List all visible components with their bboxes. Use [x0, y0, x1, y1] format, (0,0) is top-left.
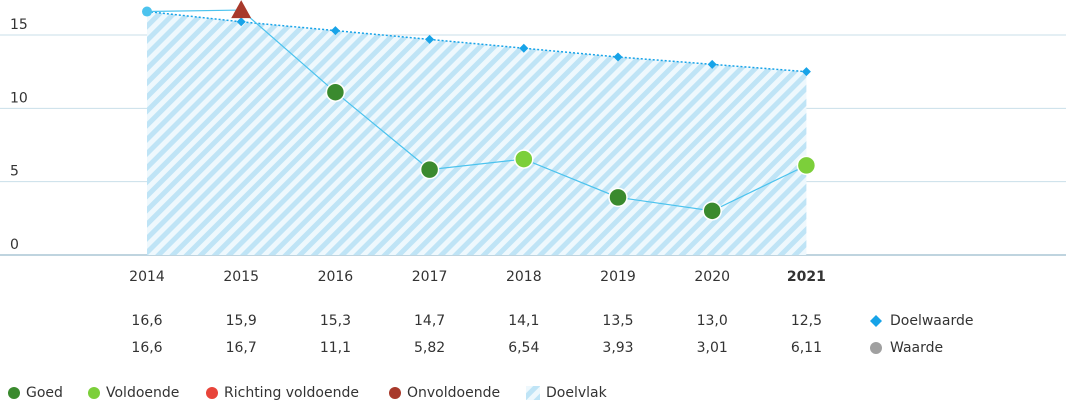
table-value: 6,54	[508, 340, 539, 356]
table-value: 16,6	[131, 313, 162, 329]
value-marker	[796, 155, 817, 176]
table-value: 13,0	[697, 313, 728, 329]
legend-label: Doelwaarde	[890, 313, 973, 329]
value-marker	[514, 149, 534, 169]
table-value: 3,93	[602, 340, 633, 356]
series-line	[146, 9, 807, 212]
x-tick-label: 2018	[506, 269, 542, 285]
y-tick-label: 15	[10, 17, 28, 33]
value-marker	[231, 0, 252, 19]
legend-marker	[526, 386, 540, 400]
x-tick-label: 2020	[694, 269, 730, 285]
legend-label: Voldoende	[106, 385, 179, 401]
legend-label: Onvoldoende	[407, 385, 500, 401]
legend-marker	[389, 387, 401, 399]
target-marker	[236, 17, 246, 27]
legend-label: Waarde	[890, 340, 943, 356]
table-value: 13,5	[602, 313, 633, 329]
x-tick-label: 2016	[318, 269, 354, 285]
x-tick-label: 2017	[412, 269, 448, 285]
table-value: 15,3	[320, 313, 351, 329]
table-value: 12,5	[791, 313, 822, 329]
x-tick-label: 2019	[600, 269, 636, 285]
x-tick-label: 2015	[223, 269, 259, 285]
legend-marker	[8, 387, 20, 399]
legend-marker	[870, 342, 882, 354]
target-marker	[707, 59, 717, 69]
table-value: 16,6	[131, 340, 162, 356]
table-value: 14,7	[414, 313, 445, 329]
table-value: 16,7	[226, 340, 257, 356]
x-tick-label: 2021	[787, 269, 826, 285]
table-value: 14,1	[508, 313, 539, 329]
target-marker	[519, 43, 529, 53]
table-value: 6,11	[791, 340, 822, 356]
table-value: 11,1	[320, 340, 351, 356]
legend-label: Richting voldoende	[224, 385, 359, 401]
value-marker	[608, 187, 628, 208]
target-marker	[330, 26, 340, 36]
value-marker	[142, 6, 152, 17]
legend-marker	[206, 387, 218, 399]
y-tick-label: 5	[10, 164, 19, 180]
legend-label: Doelvlak	[546, 385, 608, 401]
value-marker	[325, 82, 346, 102]
legend-marker	[870, 315, 882, 327]
target-marker	[613, 52, 623, 62]
value-marker	[702, 201, 722, 221]
legend-label: Goed	[26, 385, 63, 401]
legend-marker	[88, 387, 100, 399]
table-value: 15,9	[226, 313, 257, 329]
value-marker	[419, 159, 440, 180]
table-value: 5,82	[414, 340, 445, 356]
y-tick-label: 0	[10, 237, 19, 253]
target-marker	[801, 67, 811, 77]
x-tick-label: 2014	[129, 269, 165, 285]
table-value: 3,01	[697, 340, 728, 356]
y-tick-label: 10	[10, 90, 28, 106]
target-marker	[425, 34, 435, 44]
